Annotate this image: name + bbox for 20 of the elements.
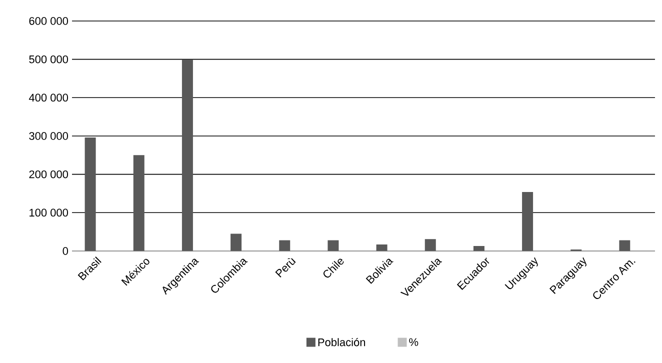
legend-label: Población [318, 338, 366, 346]
bar [522, 192, 534, 251]
y-tick-label: 300 000 [29, 132, 68, 140]
bar [619, 240, 630, 251]
y-tick-label: 600 000 [29, 17, 68, 25]
bar [133, 155, 144, 251]
bar [376, 244, 388, 251]
y-tick-label: 200 000 [29, 170, 68, 178]
y-tick-label: 100 000 [30, 208, 68, 217]
bar [424, 239, 436, 251]
bar [279, 240, 290, 251]
legend-label: % [409, 338, 418, 346]
bar [182, 59, 193, 251]
y-tick-label: 400 000 [28, 94, 68, 102]
bar [230, 234, 242, 251]
bar [84, 138, 96, 251]
y-tick-label: 0 [62, 247, 68, 255]
bar [328, 240, 339, 251]
bar [473, 246, 484, 251]
y-tick-label: 500 000 [29, 55, 68, 64]
